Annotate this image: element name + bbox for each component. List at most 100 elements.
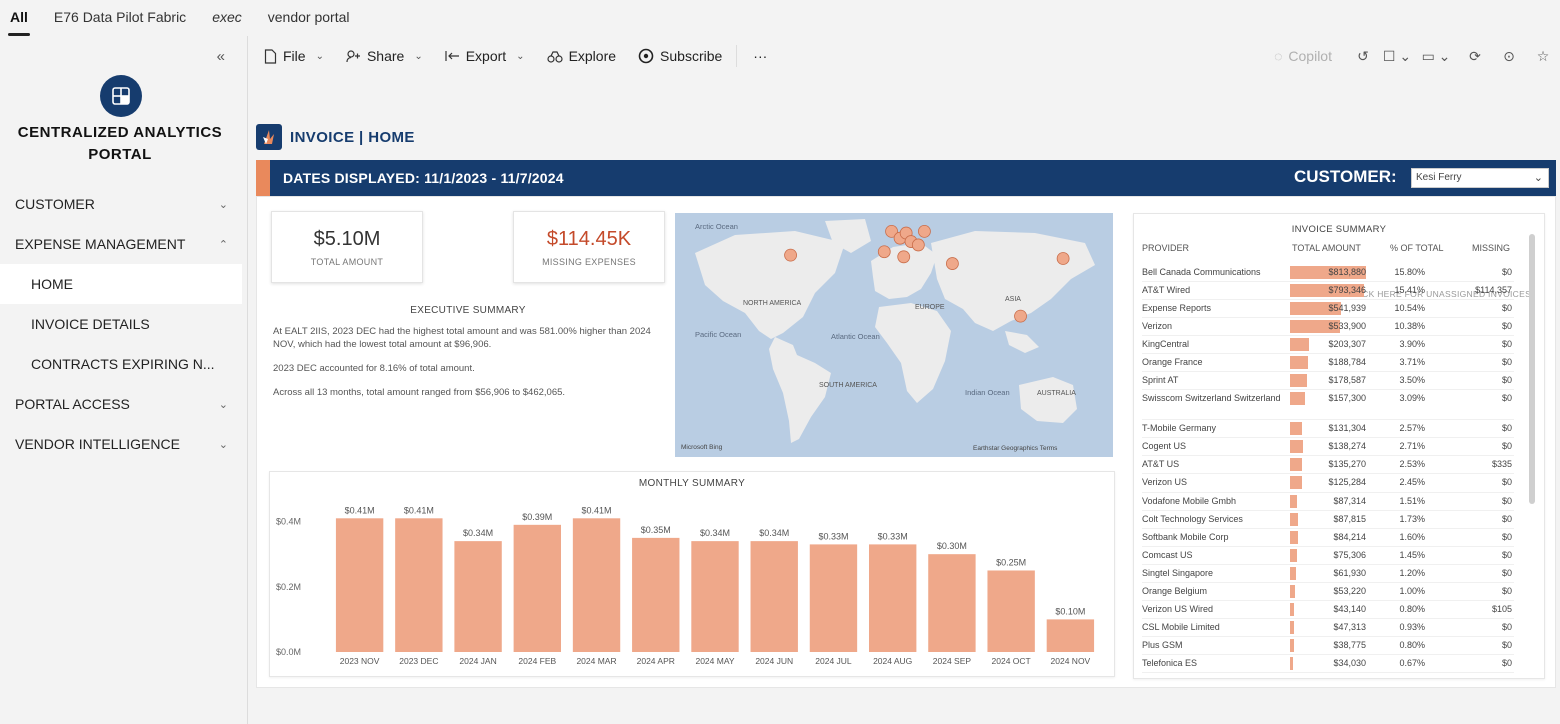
cell-missing: $0 bbox=[1501, 267, 1512, 277]
cell-percent-total: 2.57% bbox=[1399, 423, 1425, 434]
bar[interactable] bbox=[809, 544, 858, 652]
table-row[interactable]: Colt Technology Services $87,815 1.73% $0 bbox=[1142, 511, 1514, 529]
bar[interactable] bbox=[750, 541, 798, 652]
cell-total-amount: $125,284 bbox=[1328, 477, 1366, 488]
cell-missing: $0 bbox=[1501, 495, 1512, 506]
bookmark-icon[interactable]: ☐ ⌄ bbox=[1382, 47, 1412, 64]
table-row[interactable]: CSL Mobile Limited $47,313 0.93% $0 bbox=[1142, 619, 1514, 637]
map-bubbles bbox=[784, 224, 1070, 323]
refresh-icon[interactable]: ⟳ bbox=[1469, 47, 1481, 64]
bar[interactable] bbox=[928, 554, 976, 652]
copilot-button[interactable]: ◌ Copilot bbox=[1274, 48, 1332, 64]
file-icon bbox=[264, 48, 277, 64]
share-menu-button[interactable]: Share ⌄ bbox=[340, 44, 429, 68]
cell-provider: Verizon US bbox=[1142, 477, 1188, 488]
map-bubble[interactable] bbox=[945, 257, 959, 270]
sidebar-item-vendor-intelligence[interactable]: VENDOR INTELLIGENCE ⌄ bbox=[0, 424, 242, 464]
table-row[interactable]: Softbank Mobile Corp $84,214 1.60% $0 bbox=[1142, 529, 1514, 547]
table-row[interactable]: KingCentral $203,307 3.90% $0 bbox=[1142, 336, 1514, 355]
amount-bar bbox=[1290, 392, 1305, 406]
map-attribution-terms[interactable]: Earthstar Geographics Terms bbox=[973, 445, 1058, 452]
table-row[interactable]: Telefonica ES $34,030 0.67% $0 bbox=[1142, 655, 1514, 673]
sidebar-item-contracts-expiring[interactable]: CONTRACTS EXPIRING N... bbox=[0, 344, 242, 384]
x-tick-label: 2024 JUN bbox=[755, 656, 793, 666]
map-bubble[interactable] bbox=[897, 250, 911, 264]
table-row[interactable]: Swisscom Switzerland Switzerland $157,300… bbox=[1142, 390, 1514, 421]
unassigned-invoices-link[interactable]: CLICK HERE FOR UNASSIGNED INVOICES bbox=[1348, 289, 1532, 299]
table-row[interactable]: Sprint AT $178,587 3.50% $0 bbox=[1142, 372, 1514, 391]
workspace-tab-all[interactable]: All bbox=[8, 9, 30, 36]
explore-button[interactable]: Explore bbox=[541, 44, 622, 68]
customer-dropdown[interactable]: Kesi Ferry ⌄ bbox=[1411, 168, 1549, 188]
sidebar-item-expense-management[interactable]: EXPENSE MANAGEMENT ⌃ bbox=[0, 224, 242, 264]
reset-icon[interactable]: ↺ bbox=[1357, 47, 1369, 64]
table-row[interactable]: AT&T Wired $793,346 15.41% $114,357 bbox=[1142, 282, 1514, 301]
bar[interactable] bbox=[572, 518, 621, 652]
cell-missing: $0 bbox=[1501, 531, 1512, 542]
table-row[interactable]: Vodafone Mobile Gmbh $87,314 1.51% $0 bbox=[1142, 493, 1514, 511]
table-row[interactable]: Cogent US $138,274 2.71% $0 bbox=[1142, 438, 1514, 457]
bar[interactable] bbox=[691, 541, 739, 652]
cell-provider: T-Mobile Germany bbox=[1142, 423, 1217, 434]
sidebar-item-home[interactable]: HOME bbox=[0, 264, 242, 304]
table-row[interactable]: Verizon $533,900 10.38% $0 bbox=[1142, 318, 1514, 337]
sidebar-item-portal-access[interactable]: PORTAL ACCESS ⌄ bbox=[0, 384, 242, 424]
view-mode-icon[interactable]: ▭ ⌄ bbox=[1421, 47, 1451, 64]
map-bubble[interactable] bbox=[877, 245, 891, 259]
workspace-tab-exec[interactable]: exec bbox=[212, 9, 242, 25]
table-row[interactable]: Plus GSM $38,775 0.80% $0 bbox=[1142, 637, 1514, 655]
table-scrollbar[interactable] bbox=[1529, 234, 1535, 504]
map-bubble[interactable] bbox=[784, 248, 797, 262]
map-bubble[interactable] bbox=[911, 238, 925, 252]
bar[interactable] bbox=[869, 544, 917, 652]
invoice-map[interactable]: Arctic Ocean NORTH AMERICA EUROPE ASIA P… bbox=[675, 213, 1113, 457]
table-row[interactable]: Singtel Singapore $61,930 1.20% $0 bbox=[1142, 565, 1514, 583]
map-bubble[interactable] bbox=[1056, 252, 1070, 265]
column-header-total-amount[interactable]: TOTAL AMOUNT bbox=[1292, 243, 1361, 253]
map-bubble[interactable] bbox=[885, 224, 898, 238]
column-header-missing[interactable]: MISSING bbox=[1472, 243, 1511, 253]
table-row[interactable]: Expense Reports $541,939 10.54% $0 bbox=[1142, 300, 1514, 319]
cell-percent-total: 3.71% bbox=[1399, 357, 1425, 368]
map-attribution-bing: Microsoft Bing bbox=[681, 444, 723, 451]
map-bubble[interactable] bbox=[918, 224, 931, 238]
table-row[interactable]: Bell Canada Communications $813,880 15.80%… bbox=[1142, 264, 1514, 283]
table-row[interactable]: Comcast US $75,306 1.45% $0 bbox=[1142, 547, 1514, 565]
cell-total-amount: $157,300 bbox=[1328, 393, 1366, 404]
map-label: Pacific Ocean bbox=[695, 330, 741, 339]
sidebar-item-invoice-details[interactable]: INVOICE DETAILS bbox=[0, 304, 242, 344]
bar[interactable] bbox=[454, 541, 502, 652]
export-menu-button[interactable]: Export ⌄ bbox=[439, 44, 531, 68]
comment-icon[interactable]: ⊙ bbox=[1503, 47, 1515, 64]
table-row[interactable]: T-Mobile Germany $131,304 2.57% $0 bbox=[1142, 420, 1514, 439]
more-options-button[interactable]: ··· bbox=[747, 44, 773, 68]
collapse-sidebar-icon[interactable]: « bbox=[216, 48, 225, 65]
bar[interactable] bbox=[987, 570, 1035, 652]
table-row[interactable]: Verizon US Wired $43,140 0.80% $105 bbox=[1142, 601, 1514, 619]
subscribe-button[interactable]: Subscribe bbox=[632, 44, 728, 68]
map-bubble[interactable] bbox=[1014, 309, 1027, 323]
amount-bar bbox=[1290, 266, 1366, 279]
table-row[interactable]: Orange France $188,784 3.71% $0 bbox=[1142, 354, 1514, 373]
cell-provider: Verizon bbox=[1142, 321, 1173, 332]
table-row[interactable]: Verizon US $125,284 2.45% $0 bbox=[1142, 474, 1514, 493]
file-menu-button[interactable]: File ⌄ bbox=[258, 44, 330, 68]
table-row[interactable]: Orange Belgium $53,220 1.00% $0 bbox=[1142, 583, 1514, 601]
executive-summary: EXECUTIVE SUMMARY At EALT 2IIS, 2023 DEC… bbox=[273, 305, 663, 410]
table-row[interactable]: AT&T US $135,270 2.53% $335 bbox=[1142, 456, 1514, 475]
sidebar-item-customer[interactable]: CUSTOMER ⌄ bbox=[0, 184, 242, 224]
cell-provider: AT&T Wired bbox=[1142, 285, 1191, 296]
bar[interactable] bbox=[1046, 619, 1095, 652]
cell-missing: $0 bbox=[1501, 549, 1512, 560]
cell-total-amount: $61,930 bbox=[1333, 567, 1366, 578]
chevron-down-icon: ⌄ bbox=[414, 50, 423, 62]
column-header-percent-total[interactable]: % OF TOTAL bbox=[1390, 243, 1444, 253]
bar[interactable] bbox=[632, 537, 680, 652]
bar[interactable] bbox=[395, 518, 443, 652]
workspace-tab-vendor-portal[interactable]: vendor portal bbox=[267, 9, 350, 25]
workspace-tab-data-pilot-fabric[interactable]: E76 Data Pilot Fabric bbox=[53, 9, 187, 25]
favorite-star-icon[interactable]: ☆ bbox=[1536, 47, 1550, 64]
column-header-provider[interactable]: PROVIDER bbox=[1142, 243, 1190, 253]
bar[interactable] bbox=[513, 524, 561, 652]
bar[interactable] bbox=[335, 518, 384, 652]
